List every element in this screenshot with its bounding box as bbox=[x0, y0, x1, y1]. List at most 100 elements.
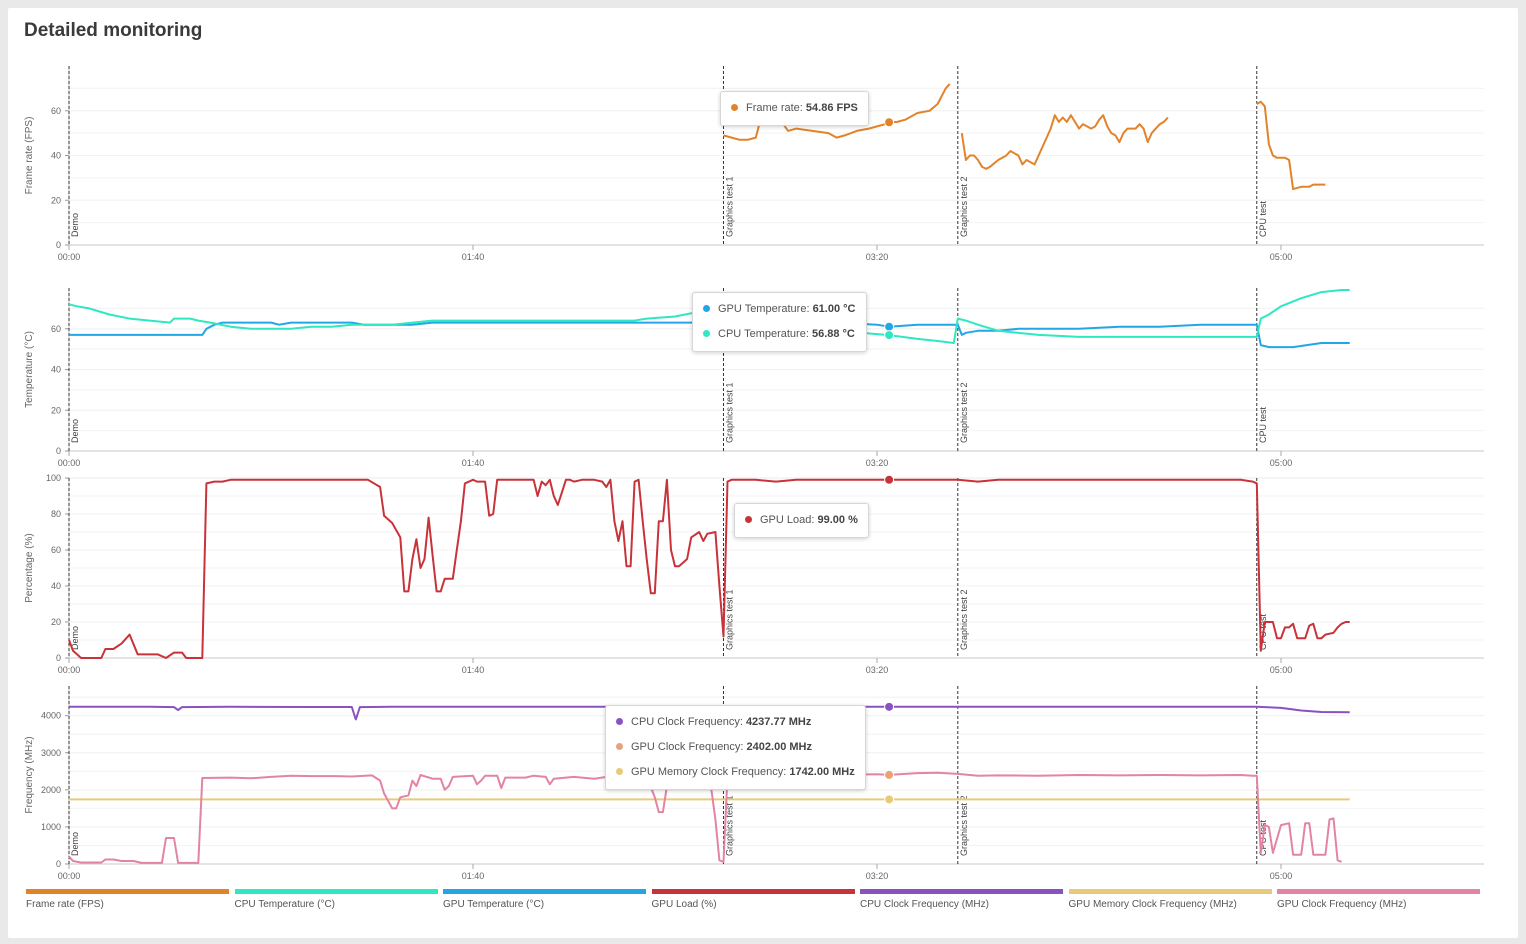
tooltip-row: GPU Clock Frequency: 2402.00 MHz bbox=[616, 735, 855, 760]
legend-color-bar bbox=[234, 889, 438, 894]
hover-point[interactable] bbox=[884, 794, 895, 805]
hover-point[interactable] bbox=[884, 117, 895, 128]
hover-point[interactable] bbox=[884, 769, 895, 780]
y-tick-label: 0 bbox=[56, 446, 61, 456]
test-marker-label: Demo bbox=[70, 419, 80, 443]
test-marker-label: Demo bbox=[70, 213, 80, 237]
x-tick-label: 05:00 bbox=[1270, 252, 1293, 262]
legend-color-bar bbox=[1277, 889, 1480, 894]
hover-tooltip: GPU Load: 99.00 % bbox=[734, 503, 869, 538]
test-marker-label: Graphics test 1 bbox=[724, 382, 734, 443]
x-tick-label: 05:00 bbox=[1270, 665, 1293, 675]
y-tick-label: 20 bbox=[51, 195, 61, 205]
y-axis-label: Frame rate (FPS) bbox=[24, 117, 35, 195]
x-tick-label: 00:00 bbox=[58, 458, 81, 468]
tooltip-label: GPU Load: bbox=[760, 514, 818, 526]
x-tick-label: 00:00 bbox=[58, 252, 81, 262]
test-marker-label: Graphics test 1 bbox=[724, 176, 734, 237]
tooltip-row: CPU Clock Frequency: 4237.77 MHz bbox=[616, 710, 855, 735]
legend-item[interactable]: GPU Load (%) bbox=[651, 889, 855, 910]
series-dot-icon bbox=[616, 767, 623, 775]
tooltip-label: GPU Temperature: bbox=[718, 303, 813, 315]
tooltip-value: 54.86 FPS bbox=[805, 102, 858, 114]
legend-item[interactable]: CPU Temperature (°C) bbox=[234, 889, 438, 910]
tooltip-label: Frame rate: bbox=[746, 102, 806, 114]
tooltip-row: CPU Temperature: 56.88 °C bbox=[703, 322, 856, 347]
series-line[interactable] bbox=[1256, 100, 1326, 191]
tooltip-label: GPU Clock Frequency: bbox=[631, 741, 747, 753]
hover-point[interactable] bbox=[884, 474, 895, 485]
legend-label: GPU Clock Frequency (MHz) bbox=[1277, 899, 1407, 910]
series-line[interactable] bbox=[723, 83, 951, 141]
y-tick-label: 2000 bbox=[41, 785, 61, 795]
hover-point[interactable] bbox=[884, 701, 895, 712]
legend-item[interactable]: Frame rate (FPS) bbox=[26, 889, 229, 910]
hover-tooltip: CPU Clock Frequency: 4237.77 MHz GPU Cloc… bbox=[605, 705, 866, 790]
x-tick-label: 01:40 bbox=[462, 252, 485, 262]
legend: Frame rate (FPS) CPU Temperature (°C) GPU … bbox=[26, 889, 1486, 919]
y-tick-label: 20 bbox=[51, 617, 61, 627]
y-tick-label: 60 bbox=[51, 545, 61, 555]
legend-item[interactable]: GPU Memory Clock Frequency (MHz) bbox=[1068, 889, 1272, 910]
x-tick-label: 01:40 bbox=[462, 458, 485, 468]
test-marker-label: Graphics test 2 bbox=[959, 795, 969, 856]
legend-item[interactable]: CPU Clock Frequency (MHz) bbox=[860, 889, 1063, 910]
y-tick-label: 60 bbox=[51, 324, 61, 334]
legend-label: GPU Load (%) bbox=[651, 899, 717, 910]
hover-tooltip: Frame rate: 54.86 FPS bbox=[720, 91, 869, 126]
y-tick-label: 40 bbox=[51, 365, 61, 375]
y-axis-label: Percentage (%) bbox=[24, 533, 35, 602]
x-tick-label: 00:00 bbox=[58, 871, 81, 881]
tooltip-value: 56.88 °C bbox=[811, 328, 855, 340]
x-tick-label: 00:00 bbox=[58, 665, 81, 675]
y-axis-label: Frequency (MHz) bbox=[24, 736, 35, 813]
tooltip-row: GPU Load: 99.00 % bbox=[745, 508, 858, 533]
x-tick-label: 01:40 bbox=[462, 665, 485, 675]
x-tick-label: 05:00 bbox=[1270, 458, 1293, 468]
y-tick-label: 100 bbox=[46, 473, 61, 483]
tooltip-value: 2402.00 MHz bbox=[746, 741, 812, 753]
tooltip-row: GPU Temperature: 61.00 °C bbox=[703, 297, 856, 322]
x-tick-label: 01:40 bbox=[462, 871, 485, 881]
y-tick-label: 0 bbox=[56, 240, 61, 250]
test-marker-label: Demo bbox=[70, 832, 80, 856]
y-tick-label: 4000 bbox=[41, 711, 61, 721]
legend-label: GPU Memory Clock Frequency (MHz) bbox=[1068, 899, 1237, 910]
y-tick-label: 40 bbox=[51, 581, 61, 591]
tooltip-value: 1742.00 MHz bbox=[789, 766, 855, 778]
series-line[interactable] bbox=[960, 114, 1169, 170]
legend-item[interactable]: GPU Clock Frequency (MHz) bbox=[1277, 889, 1480, 910]
test-marker-label: Graphics test 1 bbox=[724, 589, 734, 650]
tooltip-value: 61.00 °C bbox=[812, 303, 856, 315]
series-line[interactable] bbox=[68, 771, 1342, 864]
series-dot-icon bbox=[745, 515, 752, 523]
hover-point[interactable] bbox=[884, 321, 895, 332]
tooltip-row: GPU Memory Clock Frequency: 1742.00 MHz bbox=[616, 760, 855, 785]
tooltip-label: CPU Temperature: bbox=[718, 328, 812, 340]
series-dot-icon bbox=[616, 717, 623, 725]
x-tick-label: 03:20 bbox=[866, 871, 889, 881]
test-marker-label: Demo bbox=[70, 626, 80, 650]
series-dot-icon bbox=[616, 742, 623, 750]
y-tick-label: 40 bbox=[51, 151, 61, 161]
series-line[interactable] bbox=[68, 478, 1350, 659]
series-line[interactable] bbox=[68, 289, 1350, 344]
series-dot-icon bbox=[703, 304, 710, 312]
x-tick-label: 03:20 bbox=[866, 252, 889, 262]
series-dot-icon bbox=[703, 329, 710, 337]
legend-label: CPU Temperature (°C) bbox=[234, 899, 336, 910]
page-title: Detailed monitoring bbox=[24, 20, 203, 41]
legend-color-bar bbox=[443, 889, 646, 894]
tooltip-label: GPU Memory Clock Frequency: bbox=[631, 766, 790, 778]
y-tick-label: 3000 bbox=[41, 748, 61, 758]
test-marker-label: Graphics test 2 bbox=[959, 589, 969, 650]
x-tick-label: 03:20 bbox=[866, 665, 889, 675]
test-marker-label: Graphics test 2 bbox=[959, 176, 969, 237]
y-tick-label: 80 bbox=[51, 509, 61, 519]
tooltip-row: Frame rate: 54.86 FPS bbox=[731, 96, 858, 121]
legend-item[interactable]: GPU Temperature (°C) bbox=[443, 889, 646, 910]
legend-color-bar bbox=[651, 889, 855, 894]
hover-point[interactable] bbox=[884, 330, 895, 341]
legend-color-bar bbox=[860, 889, 1063, 894]
